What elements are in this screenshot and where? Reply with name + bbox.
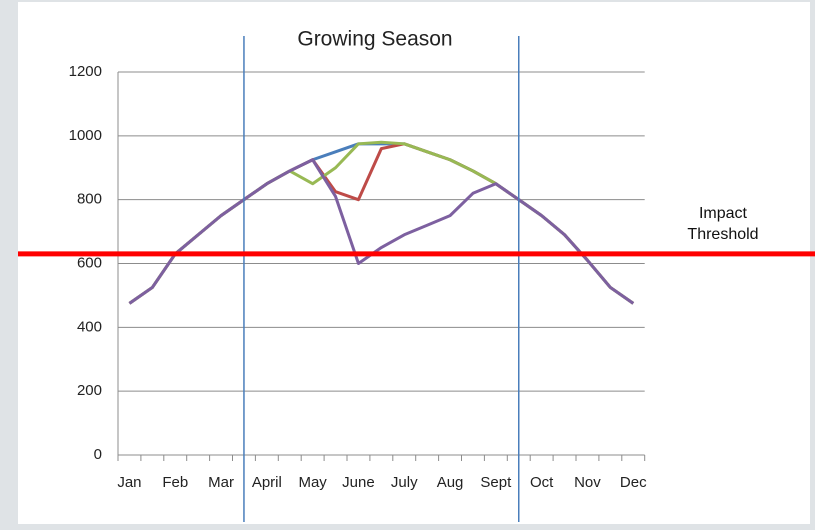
- chart-title: Growing Season: [297, 28, 452, 51]
- y-tick-label: 400: [77, 318, 102, 335]
- series-line: [128, 158, 635, 305]
- x-tick-label: Aug: [437, 474, 464, 491]
- y-tick-label: 1000: [69, 127, 102, 144]
- x-tick-label: Jan: [117, 474, 141, 491]
- x-tick-label: April: [252, 474, 282, 491]
- x-tick-label: Oct: [530, 474, 554, 491]
- y-tick-label: 600: [77, 254, 102, 271]
- x-tick-label: Mar: [208, 474, 234, 491]
- x-tick-label: Nov: [574, 474, 601, 491]
- x-tick-label: Dec: [620, 474, 647, 491]
- x-tick-label: July: [391, 474, 418, 491]
- threshold-label: Impact Threshold: [687, 205, 759, 243]
- y-tick-label: 0: [94, 446, 102, 463]
- x-tick-label: Sept: [480, 474, 512, 491]
- x-tick-label: Feb: [162, 474, 188, 491]
- x-tick-label: June: [342, 474, 375, 491]
- x-tick-label: May: [298, 474, 327, 491]
- y-tick-label: 800: [77, 191, 102, 208]
- y-tick-label: 1200: [69, 63, 102, 80]
- y-tick-label: 200: [77, 382, 102, 399]
